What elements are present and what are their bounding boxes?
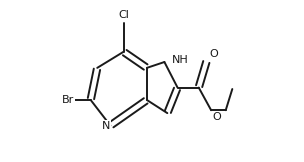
Text: O: O: [212, 112, 221, 122]
Text: Br: Br: [62, 95, 74, 105]
Text: O: O: [209, 49, 218, 59]
Text: NH: NH: [171, 55, 188, 65]
Text: N: N: [102, 121, 110, 131]
Text: Cl: Cl: [118, 10, 129, 20]
